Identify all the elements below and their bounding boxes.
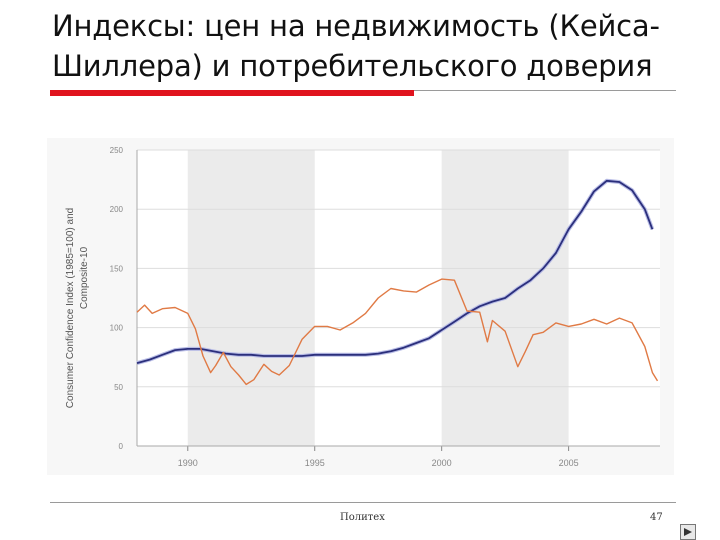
shaded-period [187, 150, 315, 446]
x-tick-label: 2005 [559, 458, 579, 468]
chart-panel: 0 50 100 150 200 250 1990 1995 2000 2005 Consumer … [47, 138, 674, 475]
x-tick-label: 1990 [178, 458, 198, 468]
title-accent-rule [50, 90, 414, 96]
title-divider [414, 90, 676, 91]
y-tick-label: 100 [110, 324, 124, 333]
y-tick-label: 150 [110, 264, 124, 273]
y-tick-label: 0 [119, 442, 124, 451]
x-tick-label: 2000 [432, 458, 452, 468]
y-axis-label-line1: Consumer Confidence Index (1985=100) and [65, 208, 76, 408]
next-slide-arrow-icon[interactable] [680, 524, 696, 540]
y-axis-label-line2: Composite-10 [79, 246, 90, 309]
y-tick-label: 250 [110, 146, 124, 155]
footer-divider [50, 502, 676, 503]
x-tick-label: 1995 [305, 458, 325, 468]
slide-title: Индексы: цен на недвижимость (Кейса-Шилл… [52, 9, 660, 83]
page-number: 47 [650, 512, 663, 523]
series-line-2 [136, 278, 659, 386]
footer-label: Политех [340, 512, 385, 523]
y-tick-label: 50 [114, 383, 123, 392]
line-chart: 0 50 100 150 200 250 1990 1995 2000 2005 Consumer … [65, 146, 660, 468]
y-tick-label: 200 [110, 205, 124, 214]
